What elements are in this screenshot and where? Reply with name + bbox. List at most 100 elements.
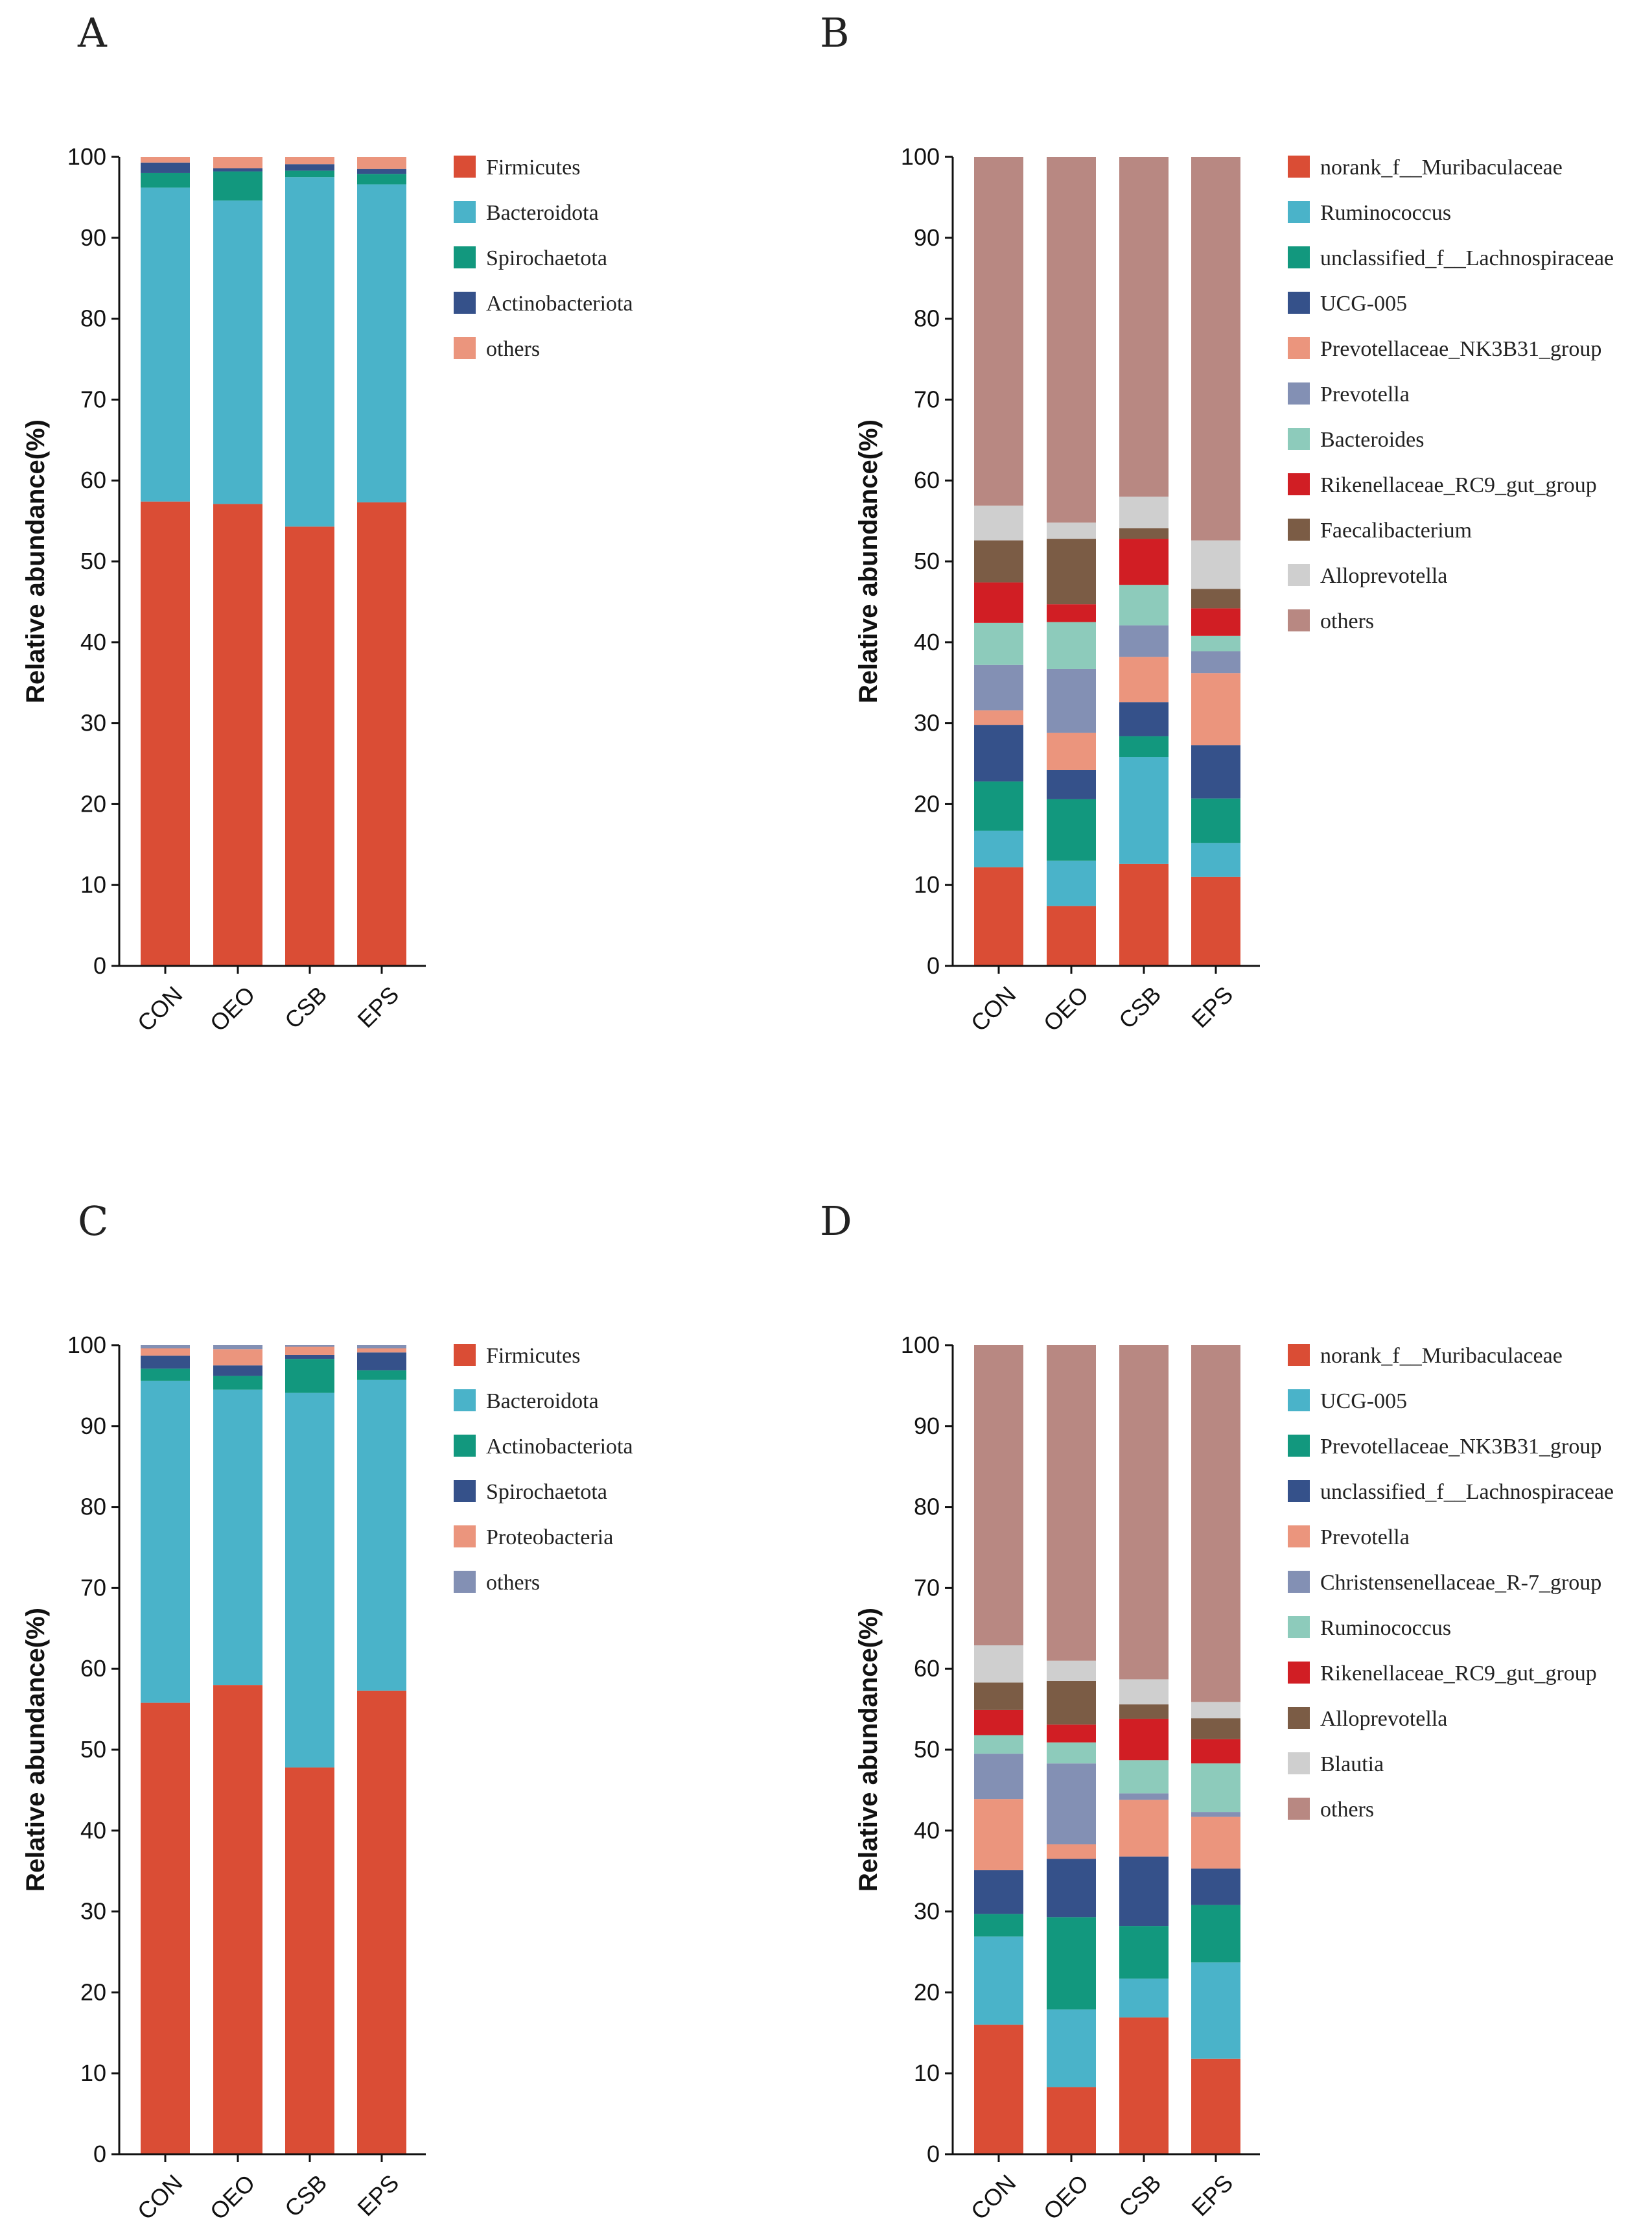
- bar-eps-ruminococcus: [1191, 843, 1240, 877]
- legend-item-label: Firmicutes: [486, 156, 580, 180]
- y-tick-label: 40: [914, 1817, 940, 1844]
- bar-oeo-alloprevotella: [1047, 1680, 1096, 1725]
- bar-oeo-rikenellaceae-rc9-gut-group: [1047, 1724, 1096, 1743]
- legend-item-label: unclassified_f__Lachnospiraceae: [1320, 246, 1614, 270]
- bar-eps-norank-f-muribaculaceae: [1191, 876, 1240, 966]
- bar-csb-others: [285, 1345, 334, 1347]
- x-tick-label-oeo: OEO: [1038, 2169, 1094, 2225]
- bar-eps-ucg-005: [1191, 1962, 1240, 2059]
- legend-swatch: [454, 201, 476, 223]
- legend: Firmicutes Bacteroidota Spirochaetota Actin…: [454, 156, 633, 361]
- bar-csb-firmicutes: [285, 1767, 334, 2154]
- y-axis-title: Relative abundance(%): [854, 1608, 883, 1892]
- bar-csb-prevotella: [1119, 1800, 1169, 1857]
- legend-item-label: Firmicutes: [486, 1344, 580, 1368]
- bar-csb-rikenellaceae-rc9-gut-group: [1119, 1719, 1169, 1761]
- bar-eps-actinobacteriota: [357, 1370, 406, 1380]
- bar-eps-christensenellaceae-r-7-group: [1191, 1812, 1240, 1817]
- x-tick-label-csb: CSB: [279, 981, 332, 1033]
- legend-item-label: Alloprevotella: [1320, 1707, 1447, 1731]
- legend: norank_f__Muribaculaceae Ruminococcus uncl…: [1288, 156, 1614, 633]
- legend-item-label: Prevotellaceae_NK3B31_group: [1320, 1435, 1601, 1459]
- bar-csb-bacteroides: [1119, 585, 1169, 626]
- bar-oeo-ruminococcus: [1047, 1742, 1096, 1764]
- legend-item-label: Spirochaetota: [486, 246, 607, 270]
- bar-oeo-actinobacteriota: [213, 168, 262, 172]
- legend-swatch: [1288, 609, 1310, 631]
- y-tick-label: 50: [914, 1736, 940, 1763]
- bar-con-ruminococcus: [974, 830, 1023, 867]
- bar-csb-faecalibacterium: [1119, 528, 1169, 539]
- bar-con-prevotella: [974, 664, 1023, 711]
- bar-con-ucg-005: [974, 1936, 1023, 2025]
- legend-swatch: [1288, 519, 1310, 541]
- legend-item-label: Bacteroides: [1320, 428, 1425, 452]
- legend-swatch: [1288, 1344, 1310, 1366]
- y-tick-label: 70: [80, 1574, 106, 1601]
- bar-eps-spirochaetota: [357, 174, 406, 185]
- y-tick-label: 0: [927, 952, 940, 979]
- legend-swatch: [1288, 1707, 1310, 1729]
- bar-con-bacteroidota: [141, 187, 190, 502]
- y-tick-label: 40: [80, 629, 106, 655]
- bar-oeo-others: [1047, 157, 1096, 523]
- bar-oeo-spirochaetota: [213, 1365, 262, 1376]
- y-tick-label: 80: [80, 1494, 106, 1520]
- bar-con-others: [141, 1345, 190, 1348]
- legend-swatch: [1288, 1571, 1310, 1593]
- panel-d: D 0 10 20 30 40 50 60 70 80 90 100 CON OEO CSB EPS Relat…: [820, 1197, 1614, 2225]
- legend-swatch: [454, 1571, 476, 1593]
- bar-eps-rikenellaceae-rc9-gut-group: [1191, 608, 1240, 636]
- legend-item-label: Bacteroidota: [486, 1389, 599, 1413]
- panel-letter: A: [77, 9, 108, 56]
- bar-eps-spirochaetota: [357, 1352, 406, 1370]
- legend-swatch: [1288, 1752, 1310, 1774]
- bar-oeo-firmicutes: [213, 504, 262, 966]
- bar-csb-others: [285, 157, 334, 165]
- y-tick-label: 90: [80, 1413, 106, 1439]
- y-tick-label: 10: [80, 871, 106, 898]
- legend-swatch: [1288, 564, 1310, 586]
- x-tick-label-eps: EPS: [352, 981, 404, 1033]
- legend-item-label: norank_f__Muribaculaceae: [1320, 156, 1563, 180]
- bar-oeo-proteobacteria: [213, 1349, 262, 1366]
- legend-item-label: Ruminococcus: [1320, 201, 1451, 225]
- bar-oeo-blautia: [1047, 1660, 1096, 1681]
- y-tick-label: 90: [914, 224, 940, 251]
- legend-item-label: Rikenellaceae_RC9_gut_group: [1320, 473, 1597, 497]
- legend-swatch: [454, 156, 476, 178]
- x-tick-label-eps: EPS: [1186, 2169, 1238, 2221]
- bar-csb-ruminococcus: [1119, 757, 1169, 864]
- bar-oeo-spirochaetota: [213, 171, 262, 201]
- bar-con-others: [974, 1345, 1023, 1646]
- bar-eps-faecalibacterium: [1191, 589, 1240, 609]
- y-tick-label: 100: [67, 1332, 106, 1358]
- bar-csb-proteobacteria: [285, 1346, 334, 1355]
- x-tick-label-oeo: OEO: [1038, 981, 1094, 1037]
- bar-oeo-alloprevotella: [1047, 523, 1096, 539]
- y-tick-label: 50: [80, 548, 106, 574]
- bar-eps-blautia: [1191, 1702, 1240, 1719]
- bar-con-unclassified-f-lachnospiraceae: [974, 781, 1023, 831]
- x-tick-label-con: CON: [132, 2169, 188, 2225]
- x-tick-label-csb: CSB: [1113, 981, 1166, 1033]
- bar-eps-unclassified-f-lachnospiraceae: [1191, 1868, 1240, 1905]
- bar-csb-bacteroidota: [285, 1392, 334, 1768]
- legend-swatch: [1288, 1616, 1310, 1638]
- legend-swatch: [1288, 1389, 1310, 1411]
- bar-csb-rikenellaceae-rc9-gut-group: [1119, 539, 1169, 585]
- panel-letter: B: [820, 9, 850, 56]
- bar-con-others: [141, 157, 190, 163]
- legend-swatch: [454, 292, 476, 314]
- bar-eps-others: [357, 157, 406, 169]
- y-tick-label: 90: [914, 1413, 940, 1439]
- x-tick-label-oeo: OEO: [205, 2169, 261, 2225]
- y-tick-label: 90: [80, 224, 106, 251]
- bar-oeo-unclassified-f-lachnospiraceae: [1047, 1859, 1096, 1918]
- y-tick-label: 0: [93, 952, 106, 979]
- bar-oeo-ucg-005: [1047, 769, 1096, 799]
- bar-csb-alloprevotella: [1119, 1704, 1169, 1719]
- legend-item-label: others: [486, 337, 540, 361]
- y-tick-label: 0: [927, 2141, 940, 2167]
